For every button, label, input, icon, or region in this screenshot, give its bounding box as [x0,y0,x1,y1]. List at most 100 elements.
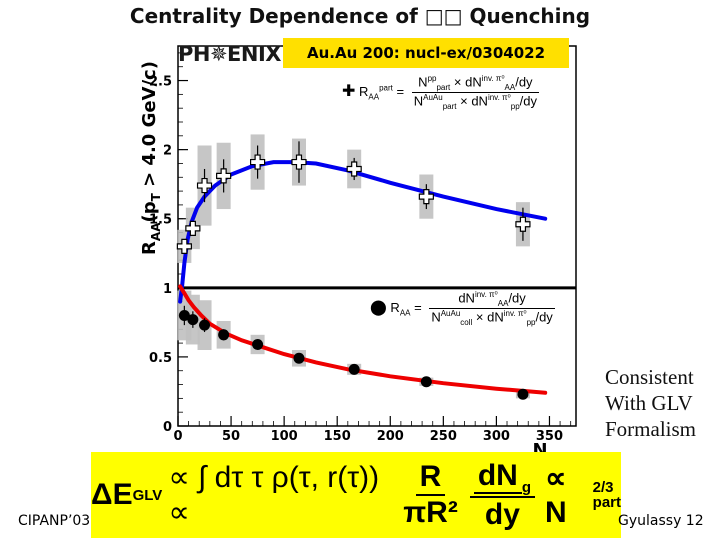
legend-coll-den: N [431,309,441,325]
y-axis-label-sub: AA [148,222,163,242]
part-data-point [250,154,266,170]
legend-formula-coll: ⬤ RAA = dNinv. π⁰AA/dy NAuAucoll × dNinv… [370,290,555,327]
legend-coll-den-rest-sup: inv. π⁰ [503,308,527,318]
y-tick-label: 0 [163,420,172,435]
legend-part-lhs: R [359,83,369,99]
coll-data-point [517,388,529,400]
slide-title: Centrality Dependence of □□ Quenching [129,4,591,28]
part-scaling-curve [178,160,548,304]
eq-frac2-num-sub: g [521,478,531,496]
y-axis-label-rest: (p [139,201,161,223]
legend-part-den-sub: part [442,101,457,111]
x-tick-label: 350 [536,429,563,444]
eq-rhs-sup: 2/3 [592,479,614,496]
legend-coll-den-rest-sub: pp [526,317,536,327]
legend-coll-num: dN [458,290,475,306]
legend-coll-lhs: R [390,299,400,315]
legend-part-den: N [413,93,424,109]
phenix-logo: PH✵ENIX [178,42,282,66]
y-axis-label-r: R [139,241,161,255]
x-tick-label: 0 [173,429,182,444]
legend-coll-den-sup: AuAu [440,308,461,318]
eq-prop2: ∝ N [545,461,567,529]
side-note: Consistent With GLV Formalism [605,364,715,442]
y-axis-label: RAA(pT > 4.0 GeV/c) [139,61,163,255]
eq-lhs: ΔE [91,478,133,511]
part-data-point [291,154,307,170]
legend-coll-num-sub: AA [497,298,509,308]
legend-part-den-rest: × dN [460,93,488,109]
part-data-point [216,168,232,184]
part-data-point [418,189,434,205]
legend-part-den-rest-sub: pp [510,101,520,111]
part-data-point [346,161,362,177]
legend-coll-num-sup: inv. π⁰ [474,290,498,299]
eq-prop1: ∝ ∫ dτ τ ρ(τ, r(τ)) ∝ [168,461,380,529]
footer-conference: CIPANP’03 [18,513,91,529]
legend-part-lhs-sub: AA [368,92,380,102]
legend-part-num-rest-sub: AA [504,82,516,92]
legend-part-fraction: Npppart × dNinv. π⁰AA/dy NAuAupart × dNi… [411,74,539,111]
legend-part-num-rest-sup: inv. π⁰ [481,74,505,83]
legend-part-num-tail: /dy [515,74,533,90]
y-tick-label: 1.5 [149,213,172,228]
eq-frac1-num: R [415,460,446,496]
legend-part-den-tail: /dy [519,93,537,109]
x-tick-label: 50 [222,429,240,444]
y-tick-label: 0.5 [149,351,172,366]
coll-data-point [348,363,360,375]
coll-data-point [178,309,190,321]
eq-frac1-den: πR² [403,496,458,529]
y-axis-label-tail: > 4.0 GeV/c) [139,61,161,194]
y-tick-label: 1 [163,282,172,297]
side-note-line-3: Formalism [605,417,697,441]
side-note-line-1: Consistent [605,365,694,389]
legend-part-marker-icon: ✚ [342,82,356,100]
legend-part-num-sup: pp [427,74,437,83]
x-tick-label: 300 [483,429,510,444]
coll-data-point [187,314,199,326]
legend-formula-part: ✚ RAApart = Npppart × dNinv. π⁰AA/dy NAu… [342,74,539,111]
legend-coll-den-sub: coll [460,317,473,327]
eq-rhs-sub: part [592,494,621,511]
eq-frac2-num: dN [473,458,522,494]
eq-lhs-sub: GLV [132,486,163,504]
part-data-point [515,216,531,232]
coll-data-point [252,338,264,350]
eq-frac2: dN g dy [469,458,535,532]
eq-frac2-den: dy [484,497,520,531]
y-tick-label: 2 [163,144,172,159]
legend-part-lhs-sup: part [379,83,393,93]
legend-coll-den-tail: /dy [535,309,553,325]
legend-part-den-rest-sup: inv. π⁰ [487,92,511,102]
legend-coll-marker-icon: ⬤ [370,298,387,316]
coll-data-point [420,376,432,388]
legend-part-num-rest: × dN [453,74,482,90]
side-note-line-2: With GLV [605,391,693,415]
coll-data-point [293,352,305,364]
legend-part-num-sub: part [436,82,451,92]
part-data-point [176,238,192,254]
reference-box: Au.Au 200: nucl-ex/0304022 [283,38,569,68]
legend-coll-fraction: dNinv. π⁰AA/dy NAuAucoll × dNinv. π⁰pp/d… [429,290,555,327]
part-data-point [196,177,213,194]
part-data-point [185,220,201,236]
coll-data-point [218,329,230,341]
plot-area: 0 0.5 1 1.5 2 2.5 0 50 100 150 200 250 300 350 N [149,45,577,461]
legend-coll-num-tail: /dy [508,290,526,306]
coll-data-point [199,319,211,331]
legend-part-den-sup: AuAu [423,92,443,102]
x-tick-label: 250 [430,429,457,444]
x-tick-label: 200 [377,429,404,444]
y-tick-label: 2.5 [149,75,172,90]
y-axis-label-sub2: T [148,193,163,202]
x-tick-label: 100 [271,429,298,444]
legend-coll-lhs-sub: AA [399,308,411,318]
footer-author-page: Gyulassy 12 [618,513,704,529]
x-tick-label: 150 [324,429,351,444]
legend-part-num: N [418,74,428,90]
legend-coll-den-rest: × dN [475,309,504,325]
